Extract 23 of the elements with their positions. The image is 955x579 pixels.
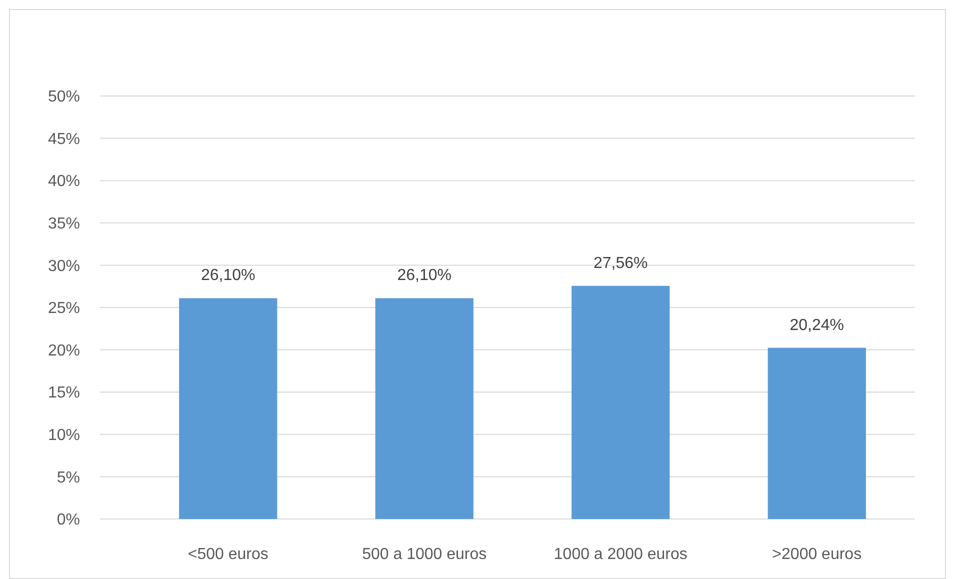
y-tick-label: 5% — [56, 469, 80, 486]
y-tick-label: 25% — [48, 300, 80, 318]
bar — [768, 348, 866, 519]
bar — [572, 286, 670, 519]
data-label: 26,10% — [397, 267, 452, 284]
y-tick-label: 10% — [48, 427, 80, 444]
y-tick-label: 30% — [48, 258, 80, 275]
data-label: 27,56% — [593, 254, 648, 272]
x-tick-label: 500 a 1000 euros — [362, 546, 487, 563]
y-tick-label: 20% — [48, 342, 80, 360]
y-tick-label: 0% — [56, 512, 80, 529]
data-label: 26,10% — [200, 267, 256, 284]
y-tick-label: 40% — [48, 173, 80, 190]
data-label: 20,24% — [790, 316, 844, 334]
bar — [179, 298, 278, 519]
y-tick-label: 15% — [48, 384, 80, 402]
y-tick-label: 35% — [48, 216, 80, 232]
bar — [375, 298, 474, 519]
y-tick-label: 45% — [48, 130, 80, 148]
x-tick-label: 1000 a 2000 euros — [554, 546, 688, 563]
x-tick-label: <500 euros — [188, 546, 268, 563]
y-tick-label: 50% — [48, 88, 80, 106]
x-tick-label: >2000 euros — [772, 546, 862, 563]
